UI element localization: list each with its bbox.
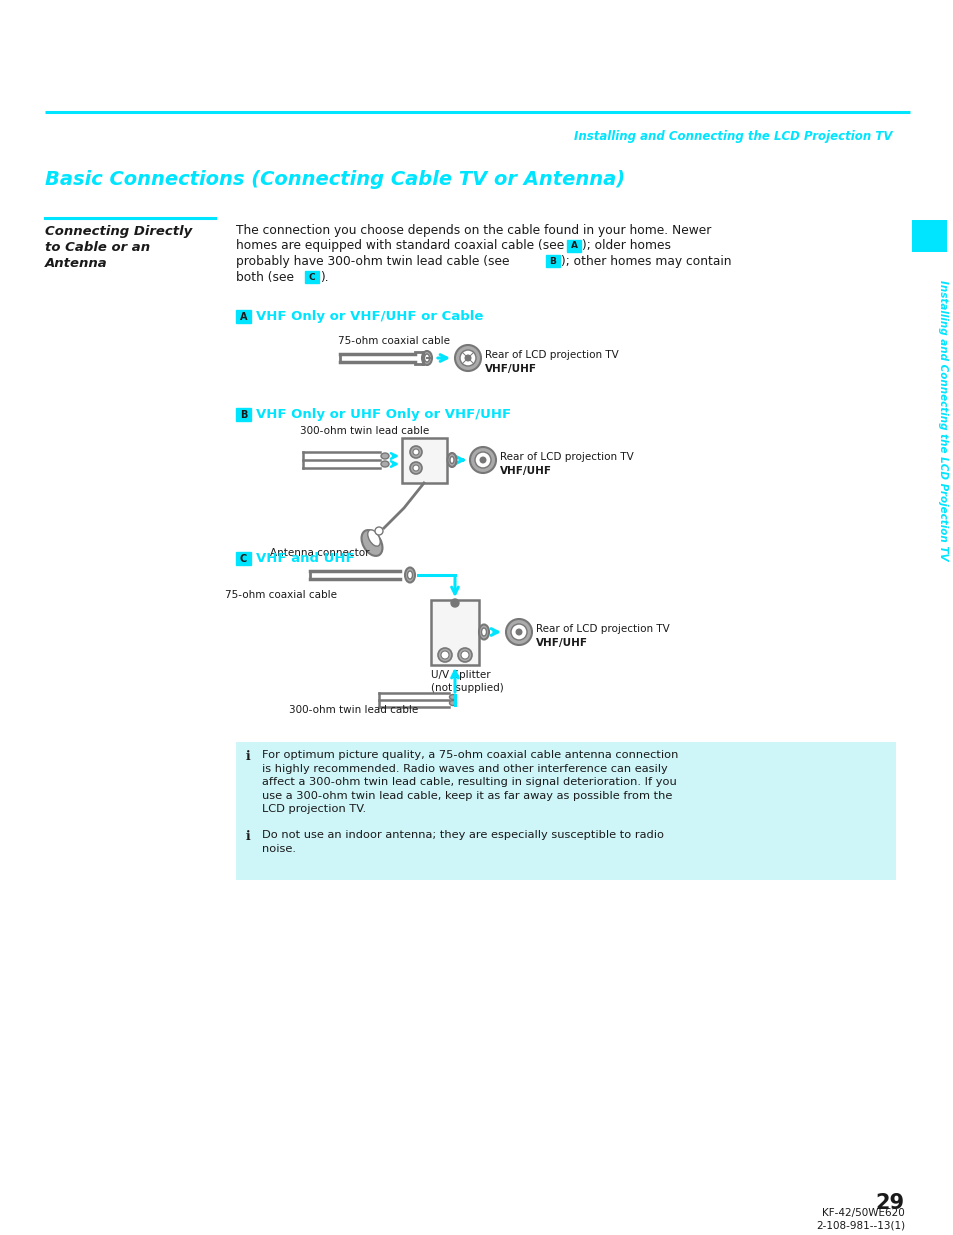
Text: Rear of LCD projection TV: Rear of LCD projection TV — [499, 452, 633, 462]
Bar — [566, 240, 580, 252]
Text: both (see: both (see — [235, 270, 297, 284]
Text: For optimum picture quality, a 75-ohm coaxial cable antenna connection
is highly: For optimum picture quality, a 75-ohm co… — [262, 750, 678, 814]
Text: (not supplied): (not supplied) — [431, 683, 503, 693]
Text: Antenna: Antenna — [45, 257, 108, 270]
Text: VHF and UHF: VHF and UHF — [255, 552, 355, 564]
Circle shape — [460, 651, 469, 659]
Ellipse shape — [481, 629, 486, 636]
Circle shape — [479, 457, 486, 463]
Ellipse shape — [421, 351, 432, 366]
Text: 2-108-981-­13(1): 2-108-981-­13(1) — [815, 1221, 904, 1231]
Text: The connection you choose depends on the cable found in your home. Newer: The connection you choose depends on the… — [235, 224, 711, 237]
Text: C: C — [239, 553, 247, 563]
Circle shape — [470, 447, 496, 473]
Circle shape — [455, 345, 480, 370]
Text: Antenna connector: Antenna connector — [270, 548, 369, 558]
Bar — [235, 408, 251, 421]
Text: 300-ohm twin lead cable: 300-ohm twin lead cable — [289, 705, 417, 715]
Text: ℹ: ℹ — [246, 830, 251, 844]
Ellipse shape — [447, 453, 456, 467]
Bar — [431, 600, 478, 664]
Ellipse shape — [424, 354, 429, 362]
Text: 75-ohm coaxial cable: 75-ohm coaxial cable — [225, 590, 336, 600]
Text: Installing and Connecting the LCD Projection TV: Installing and Connecting the LCD Projec… — [574, 130, 892, 143]
Circle shape — [511, 624, 526, 640]
Circle shape — [464, 354, 471, 362]
Text: A: A — [570, 242, 577, 251]
Text: ); older homes: ); older homes — [581, 240, 670, 252]
Bar — [911, 220, 946, 252]
Text: probably have 300-ohm twin lead cable (see: probably have 300-ohm twin lead cable (s… — [235, 254, 513, 268]
Text: VHF Only or UHF Only or VHF/UHF: VHF Only or UHF Only or VHF/UHF — [255, 408, 511, 421]
Text: Basic Connections (Connecting Cable TV or Antenna): Basic Connections (Connecting Cable TV o… — [45, 170, 624, 189]
Circle shape — [375, 527, 382, 535]
Text: C: C — [309, 273, 315, 282]
Text: B: B — [239, 410, 247, 420]
Text: Do not use an indoor antenna; they are especially susceptible to radio
noise.: Do not use an indoor antenna; they are e… — [262, 830, 663, 853]
Ellipse shape — [380, 461, 389, 467]
Text: Rear of LCD projection TV: Rear of LCD projection TV — [536, 624, 669, 634]
Bar — [235, 742, 895, 881]
Circle shape — [410, 446, 421, 458]
Text: ℹ: ℹ — [246, 750, 251, 763]
Bar — [235, 310, 251, 324]
Text: KF-42/50WE620: KF-42/50WE620 — [821, 1208, 904, 1218]
Text: homes are equipped with standard coaxial cable (see: homes are equipped with standard coaxial… — [235, 240, 568, 252]
Ellipse shape — [407, 571, 412, 579]
Ellipse shape — [478, 625, 489, 640]
Text: A: A — [239, 311, 247, 321]
Text: VHF/UHF: VHF/UHF — [484, 364, 537, 374]
Text: 75-ohm coaxial cable: 75-ohm coaxial cable — [337, 336, 450, 346]
Circle shape — [459, 350, 476, 366]
Bar — [305, 270, 318, 283]
Circle shape — [413, 450, 418, 454]
Text: VHF Only or VHF/UHF or Cable: VHF Only or VHF/UHF or Cable — [255, 310, 483, 324]
Text: Connecting Directly: Connecting Directly — [45, 225, 193, 238]
Text: VHF/UHF: VHF/UHF — [499, 466, 552, 475]
Circle shape — [451, 599, 458, 606]
Text: ); other homes may contain: ); other homes may contain — [560, 254, 731, 268]
Ellipse shape — [380, 453, 389, 459]
Circle shape — [457, 648, 472, 662]
Text: Installing and Connecting the LCD Projection TV: Installing and Connecting the LCD Projec… — [937, 280, 947, 561]
Circle shape — [475, 452, 491, 468]
Ellipse shape — [449, 694, 456, 699]
Circle shape — [505, 619, 532, 645]
Text: B: B — [549, 257, 556, 266]
Circle shape — [515, 629, 522, 636]
Text: to Cable or an: to Cable or an — [45, 241, 150, 254]
Ellipse shape — [405, 568, 415, 583]
Bar — [235, 552, 251, 564]
Ellipse shape — [449, 700, 456, 705]
Text: 300-ohm twin lead cable: 300-ohm twin lead cable — [299, 426, 429, 436]
Bar — [401, 438, 447, 483]
Text: U/V Splitter: U/V Splitter — [431, 671, 490, 680]
Circle shape — [410, 462, 421, 474]
Circle shape — [437, 648, 452, 662]
Circle shape — [413, 466, 418, 471]
Bar — [545, 254, 559, 267]
Text: VHF/UHF: VHF/UHF — [536, 638, 587, 648]
Text: Rear of LCD projection TV: Rear of LCD projection TV — [484, 350, 618, 359]
Circle shape — [440, 651, 449, 659]
Text: 29: 29 — [875, 1193, 904, 1213]
Text: ).: ). — [319, 270, 328, 284]
Ellipse shape — [361, 530, 382, 556]
Ellipse shape — [367, 530, 380, 546]
Ellipse shape — [450, 457, 454, 463]
